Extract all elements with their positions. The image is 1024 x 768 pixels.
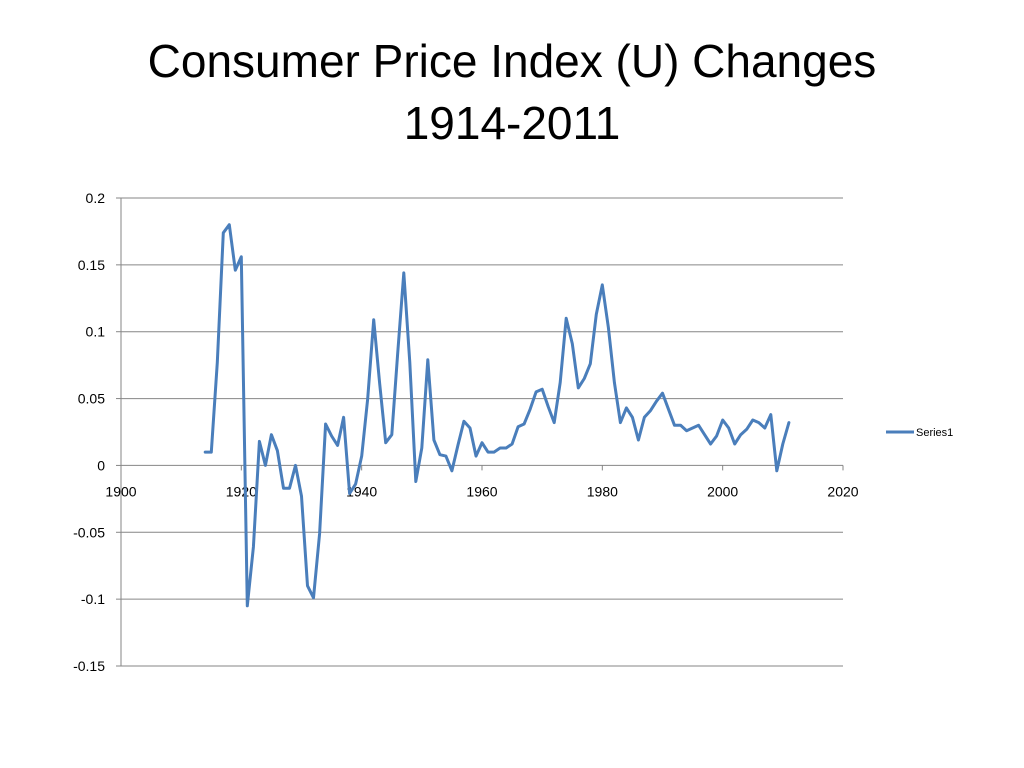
legend-label: Series1: [916, 427, 953, 439]
title-line-2: 1914-2011: [403, 97, 621, 149]
x-tick-label: 2020: [827, 483, 858, 499]
series-line: [203, 223, 791, 608]
y-tick-label: 0.2: [86, 190, 106, 206]
x-tick-label: 1980: [587, 483, 618, 499]
x-tick-label: 1900: [105, 483, 136, 499]
gridlines: [121, 197, 843, 667]
axes: [116, 197, 844, 667]
y-tick-label: 0.1: [86, 324, 106, 340]
y-tick-label: 0: [97, 457, 105, 473]
y-tick-label: 0.15: [78, 257, 105, 273]
series-lines: [203, 223, 791, 608]
legend: Series1: [886, 427, 953, 439]
x-tick-label: 2000: [707, 483, 738, 499]
y-tick-label: -0.1: [81, 591, 105, 607]
y-tick-label: -0.05: [73, 524, 105, 540]
x-tick-label: 1960: [466, 483, 497, 499]
title-line-1: Consumer Price Index (U) Changes: [147, 35, 877, 87]
page-title: Consumer Price Index (U) Changes 1914-20…: [0, 30, 1024, 154]
y-tick-label: -0.15: [73, 658, 105, 674]
x-tick-label: 1920: [226, 483, 257, 499]
y-tick-label: 0.05: [78, 391, 105, 407]
